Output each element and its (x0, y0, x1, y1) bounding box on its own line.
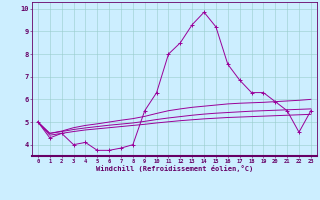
X-axis label: Windchill (Refroidissement éolien,°C): Windchill (Refroidissement éolien,°C) (96, 165, 253, 172)
